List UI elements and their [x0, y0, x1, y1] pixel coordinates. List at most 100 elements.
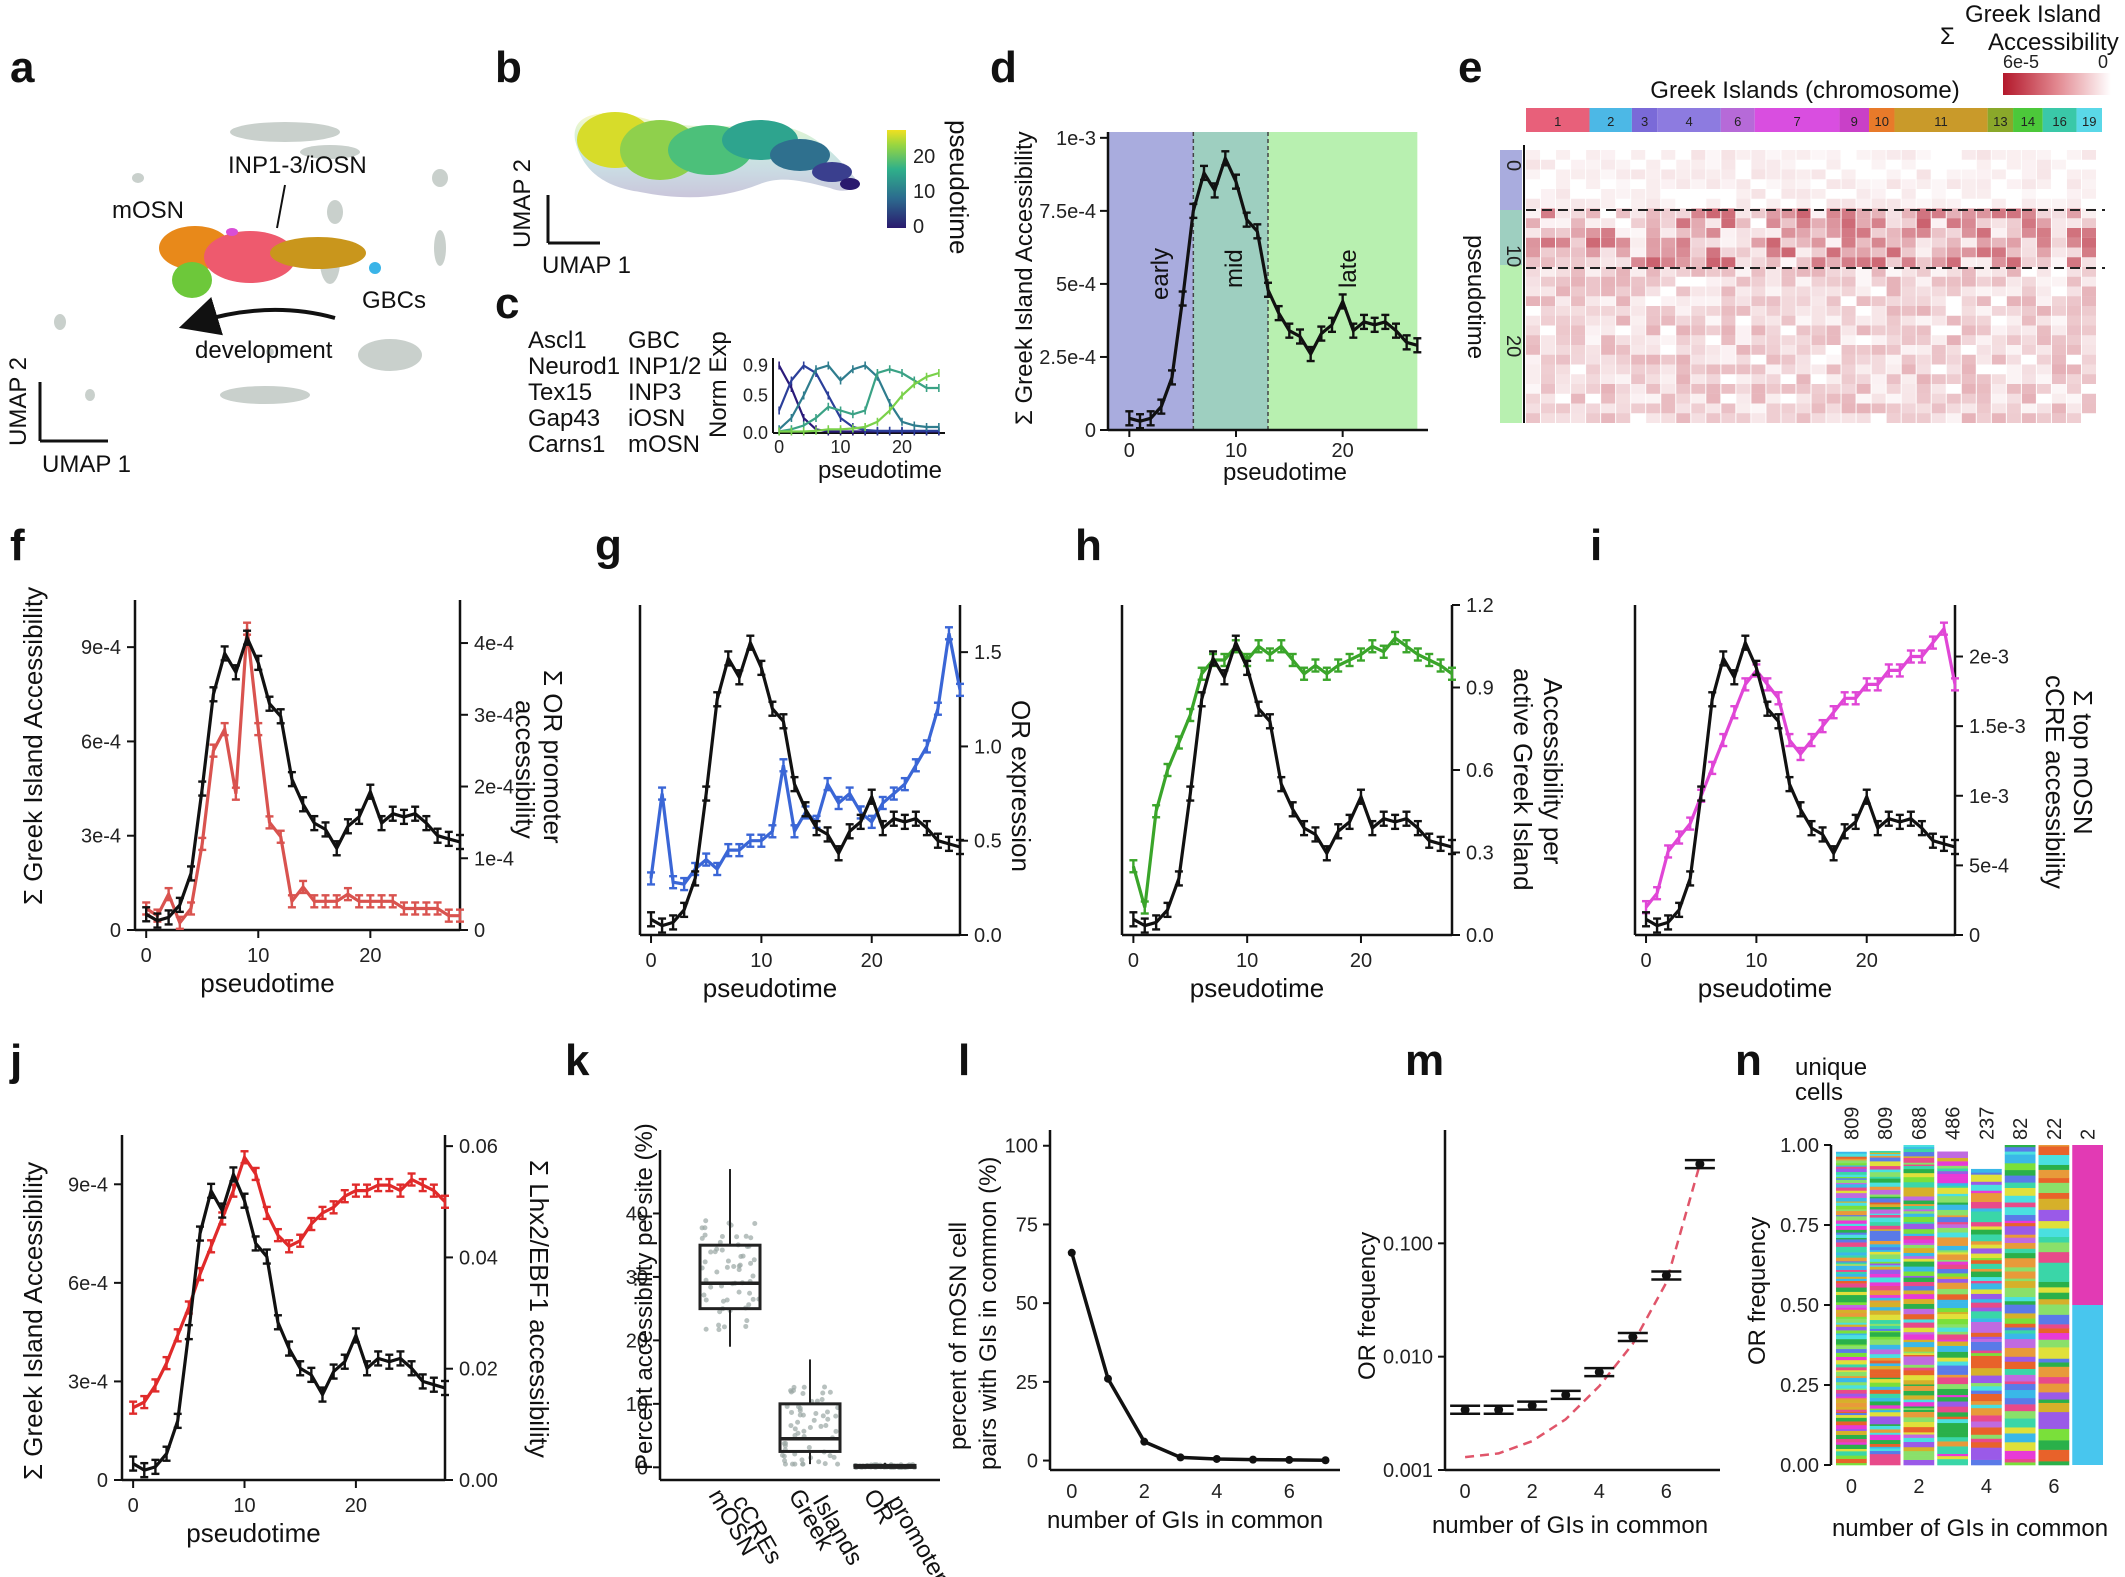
heatmap-cell — [1916, 150, 1931, 160]
stack-segment — [2004, 1225, 2036, 1235]
stack-segment — [1903, 1242, 1935, 1245]
stack-segment — [2038, 1449, 2070, 1462]
stack-segment — [1836, 1324, 1867, 1327]
heatmap-cell — [1841, 403, 1856, 414]
stack-segment — [1903, 1214, 1935, 1217]
jitter-point — [818, 1423, 824, 1429]
jitter-point — [736, 1289, 742, 1295]
panel-letter-f: f — [10, 521, 25, 570]
heatmap-cell — [1796, 413, 1811, 423]
heatmap-cell — [1931, 267, 1946, 277]
heatmap-cell — [1781, 208, 1796, 219]
heatmap-cell — [1601, 150, 1616, 160]
stack-segment — [1903, 1165, 1935, 1170]
stack-segment — [2004, 1458, 2036, 1463]
heatmap-cell — [1871, 393, 1886, 404]
heatmap-cell — [1556, 403, 1571, 414]
heatmap-cell — [1826, 335, 1841, 345]
heatmap-cell — [1931, 335, 1946, 345]
stack-segment — [1903, 1356, 1935, 1362]
heatmap-cell — [1631, 189, 1646, 199]
heatmap-cell — [1646, 218, 1661, 228]
heatmap-cell — [1586, 364, 1601, 375]
stack-segment — [1836, 1316, 1867, 1319]
stack-segment — [1836, 1312, 1867, 1317]
x-axis-label: number of GIs in common — [1047, 1507, 1323, 1534]
heatmap-cell — [1616, 247, 1631, 258]
jitter-point — [747, 1290, 753, 1296]
heatmap-cell — [1721, 325, 1736, 336]
heatmap-cell — [1601, 354, 1616, 365]
umap-a-ylabel: UMAP 2 — [5, 357, 32, 446]
heatmap-cell — [1931, 384, 1946, 394]
panel-letter-d: d — [990, 43, 1017, 92]
heatmap-cell — [1526, 315, 1541, 326]
heatmap-cell — [1706, 276, 1721, 287]
heatmap-cell — [1766, 218, 1781, 228]
heatmap-cell — [2081, 364, 2096, 375]
jitter-point — [816, 1459, 822, 1465]
stack-segment — [2004, 1202, 2036, 1208]
heatmap-cell — [2051, 384, 2066, 394]
x-tick-label: 10 — [831, 437, 851, 457]
heatmap-cell — [1856, 228, 1871, 238]
heatmap-cell — [2051, 315, 2066, 326]
y2-tick-label: 4e-4 — [474, 633, 514, 655]
heatmap-cell — [1706, 267, 1721, 277]
heatmap-cell — [1811, 384, 1826, 394]
heatmap-cell — [1586, 159, 1601, 170]
stack-segment — [2004, 1234, 2036, 1238]
heatmap-cell — [2006, 384, 2021, 394]
stack-segment — [1971, 1311, 2002, 1319]
stack-segment — [1869, 1292, 1901, 1296]
heatmap-cell — [1631, 208, 1646, 219]
heatmap-cell — [1886, 306, 1901, 316]
jitter-point — [724, 1264, 730, 1270]
gi-line — [1128, 153, 1418, 423]
stack-segment — [1836, 1197, 1867, 1202]
stage-label: GBC — [628, 327, 680, 354]
jitter-point — [708, 1284, 714, 1290]
heatmap-cell — [1781, 306, 1796, 316]
jitter-point — [721, 1324, 727, 1330]
panel-letter-j: j — [9, 1036, 22, 1085]
stack-segment — [1971, 1234, 2002, 1242]
stack-segment — [1971, 1172, 2002, 1175]
heatmap-cell — [1541, 354, 1556, 365]
stack-segment — [1971, 1400, 2002, 1405]
heatmap-cell — [1706, 374, 1721, 384]
stack-segment — [1937, 1276, 1968, 1279]
stack-segment — [1869, 1373, 1901, 1378]
x-axis-label: pseudotime — [186, 1518, 320, 1548]
stack-segment — [2004, 1361, 2036, 1369]
stack-segment — [2038, 1262, 2070, 1273]
stack-segment — [1937, 1453, 1968, 1457]
stack-segment — [2038, 1254, 2070, 1263]
heatmap-cell — [2021, 306, 2036, 316]
heatmap-cell — [1886, 169, 1901, 180]
heatmap-cell — [1796, 218, 1811, 228]
heatmap-cell — [1526, 296, 1541, 306]
observed-point — [1561, 1390, 1571, 1400]
heatmap-cell — [1856, 179, 1871, 189]
x-tick-label: 6 — [1661, 1481, 1672, 1503]
stack-segment — [1869, 1331, 1901, 1337]
stack-segment — [2004, 1427, 2036, 1434]
heatmap-cell — [1796, 345, 1811, 355]
stack-segment — [2004, 1368, 2036, 1375]
y2-axis-label: active Greek Island — [1508, 668, 1538, 891]
stack-segment — [1836, 1298, 1867, 1303]
heatmap-cell — [1856, 393, 1871, 404]
heatmap-cell — [1856, 208, 1871, 219]
heatmap-cell — [1826, 384, 1841, 394]
stack-segment — [1836, 1444, 1867, 1449]
heatmap-cell — [1751, 296, 1766, 306]
heatmap-cell — [1811, 364, 1826, 375]
heatmap-cell — [1571, 296, 1586, 306]
stack-segment — [2038, 1220, 2070, 1229]
heatmap-cell — [1556, 257, 1571, 267]
stack-segment — [1836, 1234, 1867, 1238]
heatmap-cell — [1901, 364, 1916, 375]
heatmap-cell — [1691, 159, 1706, 170]
jitter-point — [702, 1259, 708, 1265]
